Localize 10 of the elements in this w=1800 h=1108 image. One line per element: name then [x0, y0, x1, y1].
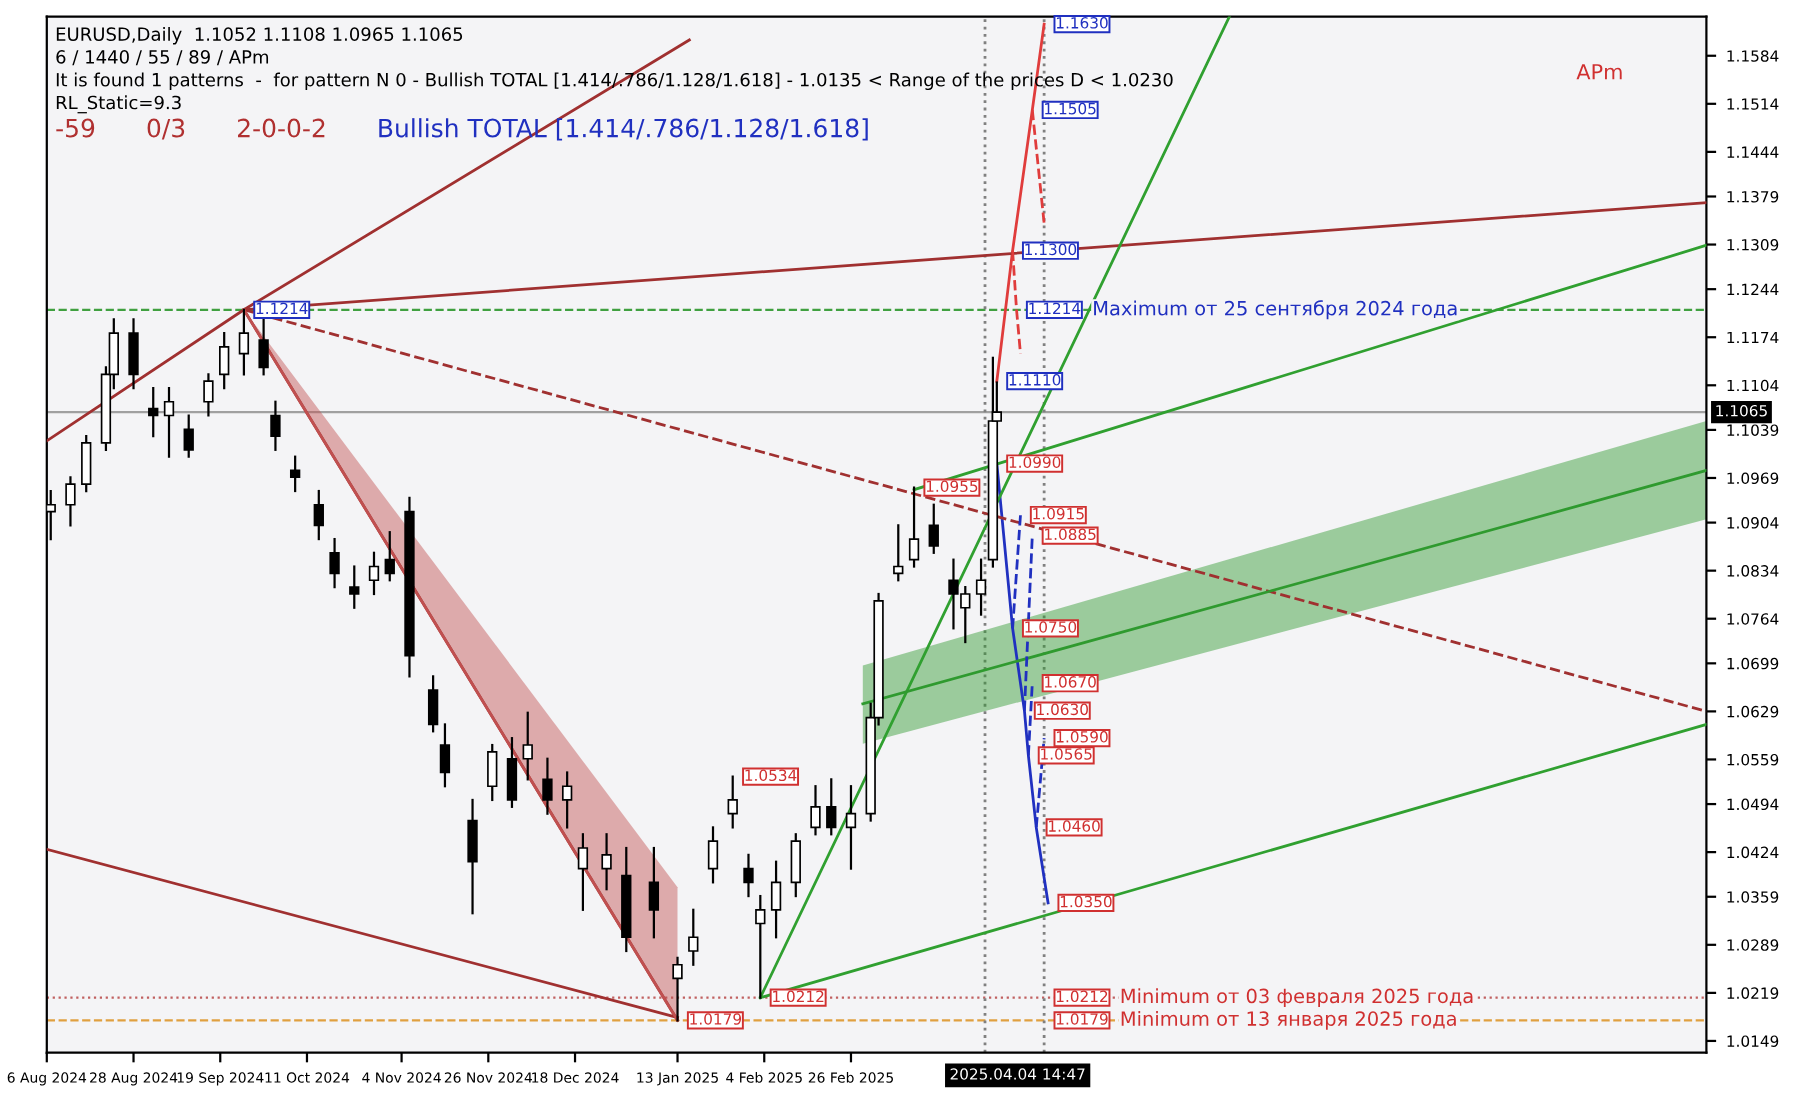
annotation: APm: [1576, 64, 1622, 80]
annotation: RL_Static=9.3: [56, 95, 181, 114]
annotation: 2-0-0-2: [238, 118, 325, 138]
annotation: 0/3: [147, 118, 185, 140]
annotation: EURUSD,Daily 1.1052 1.1108 1.0965 1.1065: [56, 26, 463, 45]
annotation: Maximum от 25 сентября 2024 года: [1094, 300, 1457, 320]
annotation: 6 / 1440 / 55 / 89 / APm: [56, 50, 269, 66]
annotation: -59: [56, 118, 95, 138]
annotation: Minimum от 03 февраля 2025 года: [1121, 988, 1473, 1008]
annotation: Minimum от 13 января 2025 года: [1121, 1010, 1456, 1030]
